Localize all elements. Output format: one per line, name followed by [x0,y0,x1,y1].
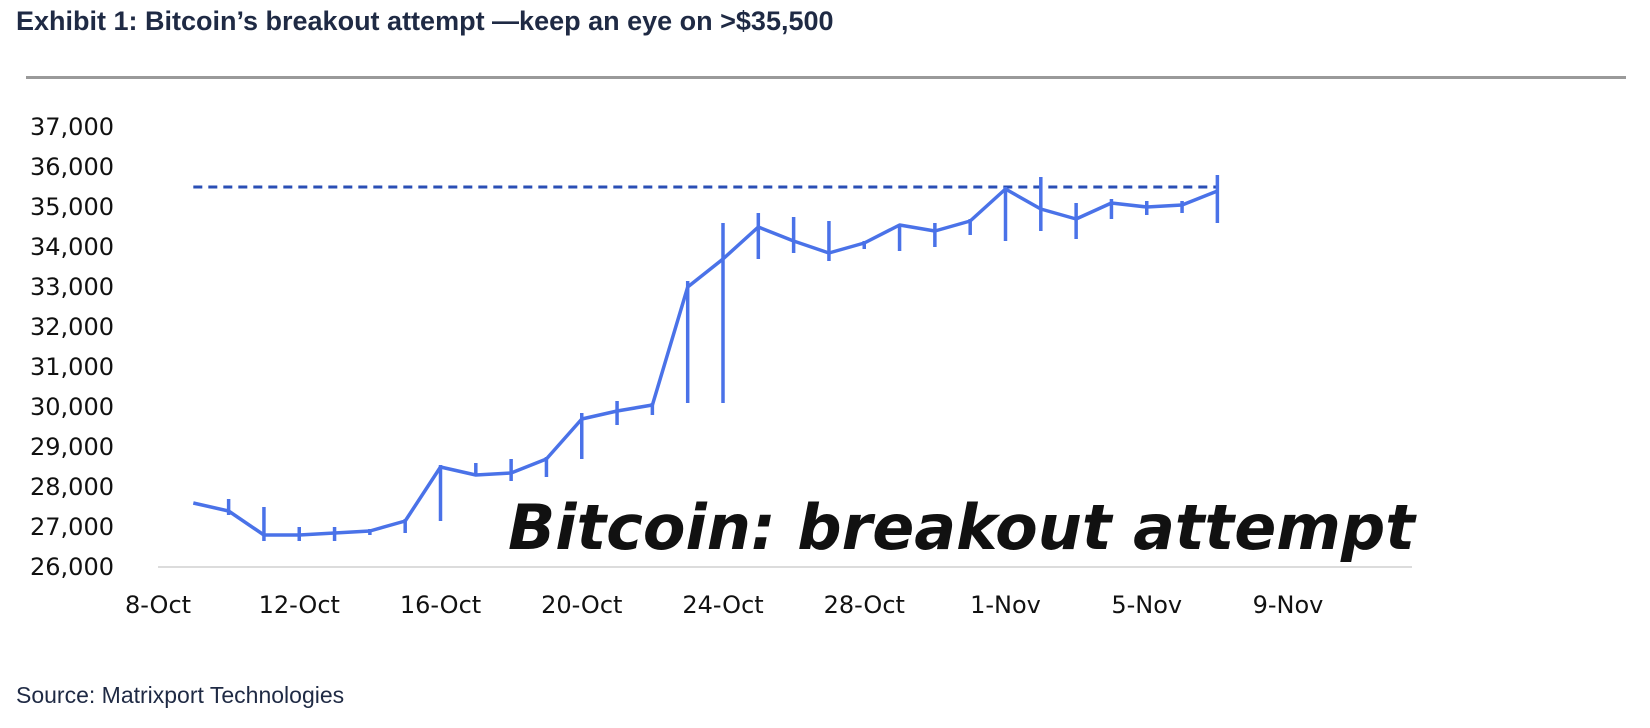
x-axis-ticks: 8-Oct 12-Oct 16-Oct 20-Oct 24-Oct 28-Oct 1-Nov… [125,591,1323,619]
x-tick-label: 1-Nov [970,591,1041,619]
y-tick-label: 31,000 [30,353,114,381]
y-tick-label: 30,000 [30,393,114,421]
x-tick-label: 5-Nov [1111,591,1182,619]
y-tick-label: 29,000 [30,433,114,461]
y-tick-label: 36,000 [30,153,114,181]
x-tick-label: 28-Oct [824,591,905,619]
y-tick-label: 27,000 [30,513,114,541]
source-note: Source: Matrixport Technologies [16,682,345,708]
title-divider [26,76,1626,79]
x-tick-label: 24-Oct [682,591,763,619]
y-tick-label: 35,000 [30,193,114,221]
price-series [192,175,1220,541]
y-tick-label: 37,000 [30,113,114,141]
y-tick-label: 33,000 [30,273,114,301]
y-tick-label: 32,000 [30,313,114,341]
x-tick-label: 20-Oct [541,591,622,619]
y-tick-label: 34,000 [30,233,114,261]
close-line [192,187,1219,537]
chart-annotation: Bitcoin: breakout attempt [508,491,1417,564]
x-tick-label: 8-Oct [125,591,191,619]
x-tick-label: 16-Oct [400,591,481,619]
y-tick-label: 26,000 [30,553,114,581]
x-tick-label: 12-Oct [259,591,340,619]
y-axis-ticks: 37,000 36,000 35,000 34,000 33,000 32,000 31,0… [30,113,114,581]
page-title: Exhibit 1: Bitcoin’s breakout attempt —k… [16,6,834,36]
y-tick-label: 28,000 [30,473,114,501]
x-tick-label: 9-Nov [1253,591,1324,619]
